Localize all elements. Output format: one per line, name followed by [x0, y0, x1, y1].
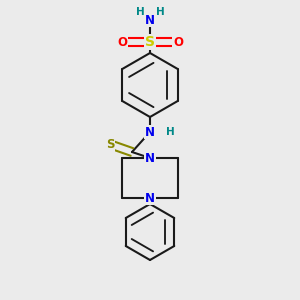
Text: O: O [117, 35, 127, 49]
Text: N: N [145, 14, 155, 26]
Text: S: S [106, 139, 114, 152]
Text: S: S [145, 35, 155, 49]
Text: H: H [156, 7, 164, 17]
Text: N: N [145, 125, 155, 139]
Text: H: H [136, 7, 144, 17]
Text: O: O [173, 35, 183, 49]
Text: N: N [145, 191, 155, 205]
Text: N: N [145, 152, 155, 164]
Text: H: H [166, 127, 174, 137]
